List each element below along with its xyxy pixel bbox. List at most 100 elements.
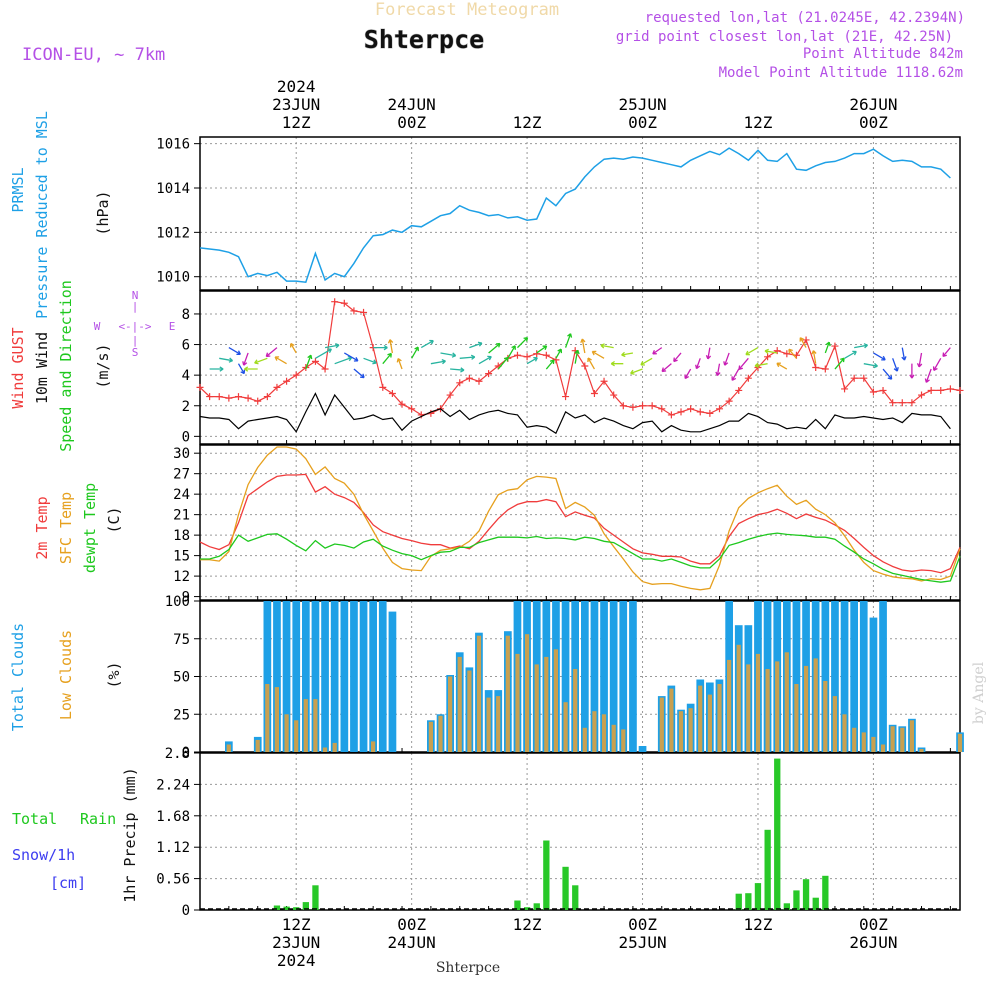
- low-cloud-bar: [525, 634, 530, 752]
- wind-arrow: [824, 341, 831, 354]
- p4-label-total: Total Clouds: [9, 623, 27, 731]
- precip-bar: [735, 893, 742, 910]
- gust-point: [831, 342, 839, 350]
- gust-point: [600, 377, 608, 385]
- low-cloud-bar: [467, 670, 472, 752]
- gust-point: [360, 308, 368, 316]
- top-axis-hour: 00Z: [628, 113, 657, 132]
- total-cloud-bar: [821, 601, 830, 752]
- chart-subtitle: Forecast Meteogram: [375, 0, 559, 20]
- low-cloud-bar: [717, 684, 722, 752]
- wind-arrow: [745, 347, 759, 356]
- wind-arrow: [507, 345, 516, 359]
- y-tick-label: 1.12: [156, 840, 190, 856]
- series-gust-line: [199, 301, 961, 416]
- low-cloud-bar: [457, 656, 462, 752]
- p5-label-unit: 1hr Precip (mm): [121, 767, 139, 902]
- gust-point: [244, 394, 252, 402]
- top-axis-hour: 00Z: [397, 113, 426, 132]
- y-tick-label: 25: [173, 707, 190, 723]
- total-cloud-bar: [581, 601, 589, 752]
- wind-arrow: [630, 368, 643, 375]
- precip-bar: [793, 890, 800, 910]
- bottom-axis-hour: 00Z: [628, 915, 657, 934]
- low-cloud-bar: [303, 699, 308, 752]
- wind-arrow: [324, 342, 340, 349]
- gust-point: [764, 353, 772, 361]
- gust-point: [956, 386, 964, 394]
- wind-arrow: [695, 358, 701, 370]
- low-cloud-bar: [842, 714, 847, 753]
- wind-arrow: [673, 352, 682, 363]
- wind-arrow: [315, 348, 332, 359]
- gust-point: [898, 399, 906, 407]
- low-cloud-bar: [621, 729, 626, 752]
- wind-arrow: [430, 358, 446, 365]
- y-tick-label: 0: [182, 745, 190, 761]
- gust-point: [610, 391, 618, 399]
- wind-arrow: [942, 347, 951, 358]
- precip-bar: [524, 907, 531, 910]
- wind-arrow: [517, 336, 529, 349]
- gust-point: [773, 347, 781, 355]
- gust-point: [533, 350, 541, 358]
- bottom-axis-year: 2024: [277, 951, 316, 970]
- bottom-axis-date: 23JUN: [272, 933, 320, 952]
- gust-point: [783, 350, 791, 358]
- gridpoint-coords: grid point closest lon,lat (21E, 42.25N): [616, 29, 953, 45]
- low-cloud-bar: [265, 684, 270, 752]
- precip-bar: [302, 902, 309, 910]
- low-cloud-bar: [448, 676, 453, 752]
- low-cloud-bar: [900, 727, 905, 752]
- top-axis-date: 24JUN: [388, 95, 436, 114]
- low-cloud-bar: [563, 702, 568, 752]
- gust-point: [254, 397, 262, 405]
- y-tick-label: 0: [182, 903, 190, 919]
- y-tick-label: 4: [182, 368, 190, 384]
- wind-arrow: [799, 337, 807, 348]
- precip-bar: [514, 900, 521, 910]
- y-tick-label: 1010: [156, 270, 190, 286]
- wind-arrow: [640, 357, 653, 366]
- total-cloud-bar: [330, 601, 339, 752]
- low-cloud-bar: [784, 652, 789, 752]
- y-tick-label: 0.56: [156, 872, 190, 888]
- wind-arrow: [488, 342, 501, 354]
- gust-point: [715, 405, 723, 413]
- model-altitude: Model Point Altitude 1118.62m: [719, 65, 963, 81]
- gust-point: [523, 353, 531, 361]
- panel-frame: [199, 752, 961, 911]
- total-cloud-bar: [619, 601, 628, 752]
- series-sfctemp-line: [200, 446, 961, 591]
- low-cloud-bar: [707, 694, 712, 752]
- top-axis-date: 26JUN: [849, 95, 897, 114]
- gust-point: [908, 399, 916, 407]
- y-tick-label: 27: [173, 467, 190, 483]
- gust-point: [331, 298, 339, 306]
- top-axis-hour: 00Z: [859, 113, 888, 132]
- total-cloud-bar: [850, 601, 858, 752]
- gust-point: [485, 370, 493, 378]
- gust-point: [639, 402, 647, 410]
- compass-east: E: [169, 320, 176, 333]
- low-cloud-bar: [313, 699, 318, 752]
- bottom-axis-hour: 12Z: [513, 915, 542, 934]
- wind-arrow: [497, 356, 509, 370]
- y-tick-label: 1.68: [156, 809, 190, 825]
- bottom-axis-date: 24JUN: [388, 933, 436, 952]
- gust-point: [802, 336, 810, 344]
- precip-bar: [543, 840, 550, 910]
- p2-label-speed: Speed and Direction: [57, 280, 75, 452]
- wind-arrow: [776, 362, 788, 370]
- top-axis-date: 25JUN: [618, 95, 666, 114]
- wind-arrow: [705, 347, 712, 360]
- wind-arrow: [265, 347, 278, 358]
- precip-bar: [764, 829, 771, 910]
- gust-point: [706, 409, 714, 417]
- wind-arrow: [580, 338, 586, 354]
- wind-arrow: [219, 357, 234, 363]
- p4-label-low: Low Clouds: [57, 630, 75, 720]
- gust-point: [879, 386, 887, 394]
- low-cloud-bar: [794, 684, 799, 752]
